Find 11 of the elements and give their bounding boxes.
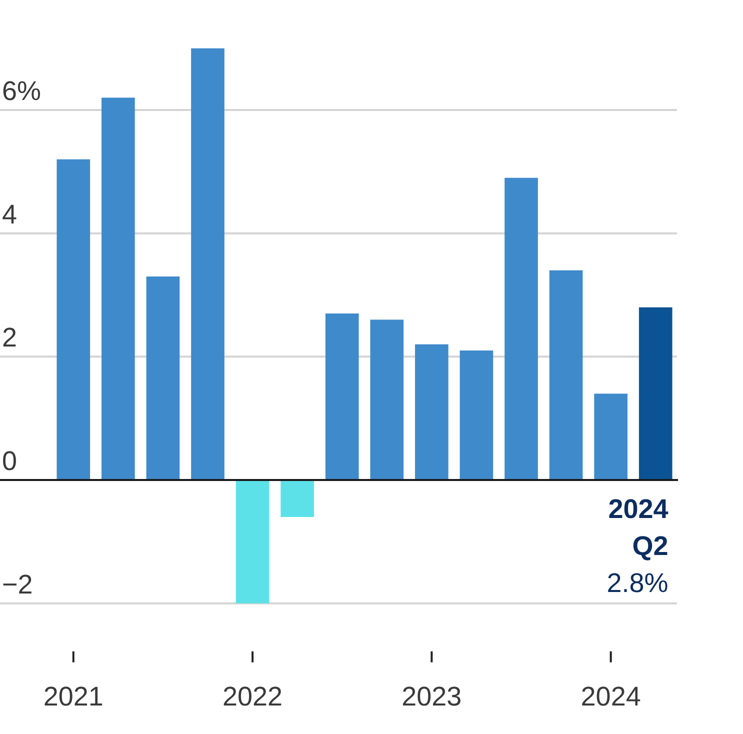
x-tick-label: 2022 bbox=[222, 681, 283, 712]
x-tick-label: 2021 bbox=[43, 681, 104, 712]
annotation: 2.8% bbox=[606, 568, 668, 598]
x-tick-label: 2023 bbox=[402, 681, 462, 712]
y-tick-label: −2 bbox=[2, 569, 33, 600]
y-tick-label: 2 bbox=[2, 322, 18, 353]
y-tick-label: 6% bbox=[2, 76, 42, 106]
y-tick-label: 0 bbox=[2, 446, 18, 476]
x-tick-label: 2024 bbox=[580, 681, 641, 712]
annotation: 2024 Q2 bbox=[608, 494, 668, 561]
y-tick-label: 4 bbox=[2, 199, 18, 230]
